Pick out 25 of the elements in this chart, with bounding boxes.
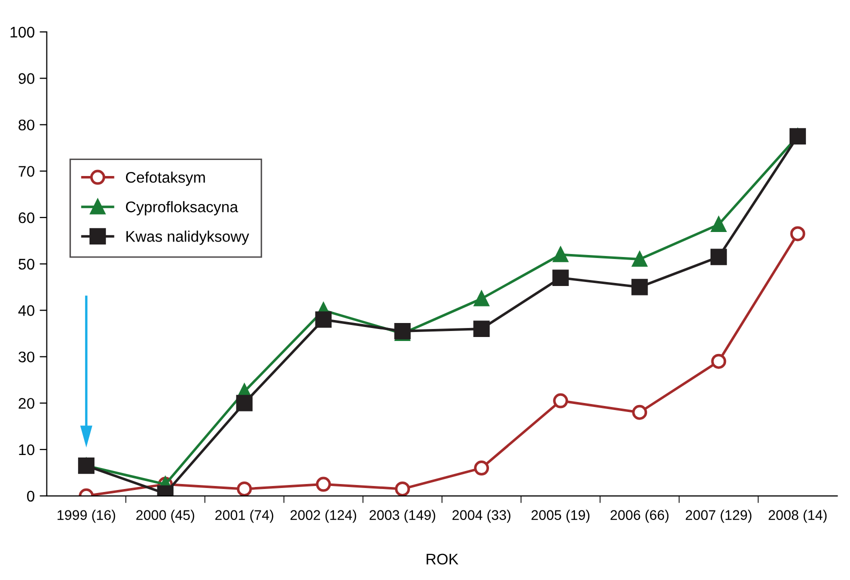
y-tick-label: 70 bbox=[18, 166, 34, 177]
x-tick-label: 2000 (45) bbox=[136, 510, 194, 523]
y-tick-label: 30 bbox=[18, 352, 34, 362]
y-tick-label: 80 bbox=[18, 120, 34, 130]
legend-label: Kwas nalidyksowy bbox=[126, 230, 250, 245]
x-tick-label: 1999 (16) bbox=[58, 510, 116, 523]
y-tick-label: 60 bbox=[18, 212, 34, 224]
x-tick-label: 2006 (66) bbox=[610, 510, 668, 523]
x-tick-label: 2004 (33) bbox=[452, 510, 510, 523]
x-tick-label: 2007 (129) bbox=[686, 510, 752, 523]
y-tick-label: 40 bbox=[18, 305, 34, 316]
x-tick-label: 2008 (14) bbox=[768, 510, 827, 523]
x-tick-label: 2005 (19) bbox=[532, 510, 590, 523]
y-tick-label: 0 bbox=[27, 490, 34, 502]
x-tick-label: 2002 (124) bbox=[290, 510, 356, 523]
y-tick-label: 90 bbox=[18, 73, 34, 84]
y-tick-label: 10 bbox=[19, 444, 34, 456]
y-tick-label: 20 bbox=[18, 398, 34, 409]
x-tick-label: 2001 (74) bbox=[215, 510, 274, 523]
y-tick-label: 100 bbox=[10, 26, 34, 38]
x-tick-label: 2003 (149) bbox=[370, 510, 436, 523]
legend-label: Cefotaksym bbox=[126, 172, 205, 186]
legend-label: Cyprofloksacyna bbox=[126, 201, 238, 216]
y-tick-label: 50 bbox=[18, 258, 34, 270]
x-axis-title: ROK bbox=[426, 554, 458, 565]
